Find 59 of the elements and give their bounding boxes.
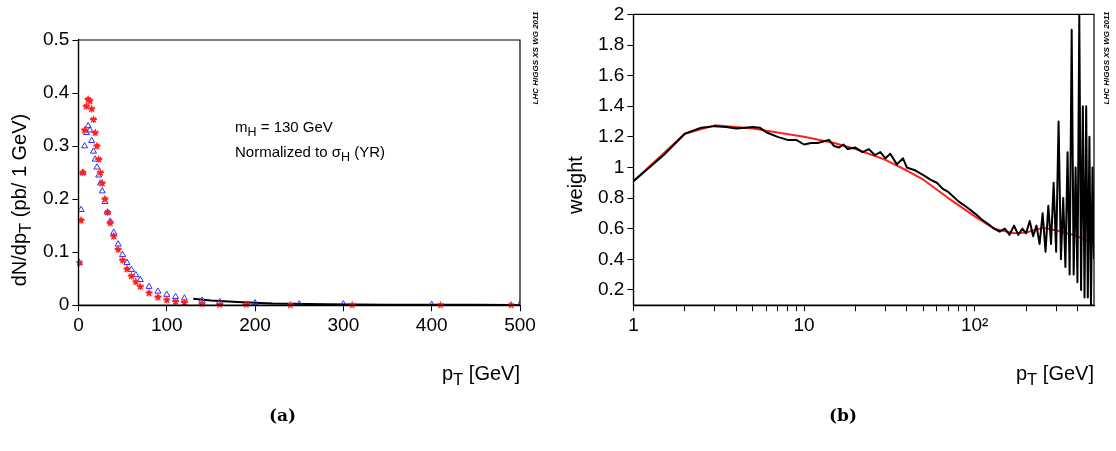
point: [145, 282, 153, 289]
point: [114, 240, 122, 247]
point: [198, 296, 206, 303]
point: [78, 205, 85, 212]
text: LHC HIGGS XS WG 2011: [1101, 11, 1111, 105]
point: [163, 290, 171, 297]
point: [132, 270, 140, 278]
y-tick-label: 0.5: [42, 28, 70, 50]
text: (a): [268, 405, 297, 425]
y-tick-label: 0.3: [42, 134, 70, 156]
point: [119, 250, 127, 258]
point: [127, 265, 135, 272]
point: [88, 136, 96, 144]
point: [251, 299, 259, 306]
point: [93, 163, 101, 170]
x-tick-label: 100: [150, 313, 183, 335]
x-tick-label: 0: [73, 313, 84, 335]
text: LHC HIGGS XS WG 2011: [530, 11, 540, 105]
y-tick-label: 0.4: [42, 81, 70, 103]
x-tick-label: 10²: [960, 313, 989, 335]
y-tick-label: 1.2: [597, 125, 625, 147]
y-tick-label: 0.8: [597, 186, 625, 208]
y-tick-label: 0.4: [597, 247, 625, 269]
point: [110, 228, 118, 235]
x-tick-label: 500: [504, 313, 536, 335]
point: [136, 275, 144, 282]
y-tick-label: 1: [613, 155, 625, 177]
x-tick-label: 1: [628, 313, 639, 335]
x-tick-label: 200: [239, 313, 271, 335]
x-tick-label: 10: [793, 313, 815, 335]
point: [339, 300, 347, 306]
y-tick-label: 1.6: [597, 63, 625, 85]
point: [123, 258, 131, 266]
y-tick-label: 0: [58, 293, 70, 315]
annotation: Normalized to σ$_{H}$ (YR): [235, 143, 385, 164]
x-axis-title: p$_{T}$ [GeV]: [441, 362, 520, 390]
point: [295, 300, 303, 306]
y-tick-label: 1.4: [597, 94, 625, 116]
annotation: m$_{H}$ = 130 GeV: [235, 118, 333, 139]
x-axis-title: p$_{T}$ [GeV]: [1015, 362, 1094, 390]
y-tick-label: 0.2: [597, 278, 625, 300]
y-tick-label: 0.2: [42, 187, 70, 209]
y-tick-label: 0.1: [42, 240, 70, 262]
point: [172, 292, 180, 299]
y-axis-title: weight: [563, 156, 587, 214]
point: [86, 126, 94, 133]
y-tick-label: 0.6: [597, 216, 625, 238]
point: [84, 121, 92, 129]
y-tick-label: 1.8: [597, 33, 625, 55]
point: [98, 187, 106, 194]
point: [81, 142, 89, 149]
point: [180, 294, 188, 301]
x-tick-label: 300: [327, 313, 360, 335]
x-tick-label: 400: [415, 313, 448, 335]
point: [154, 287, 162, 294]
text: (b): [829, 405, 857, 425]
y-tick-label: 2: [613, 2, 625, 24]
point: [89, 147, 97, 154]
point: [91, 155, 99, 162]
